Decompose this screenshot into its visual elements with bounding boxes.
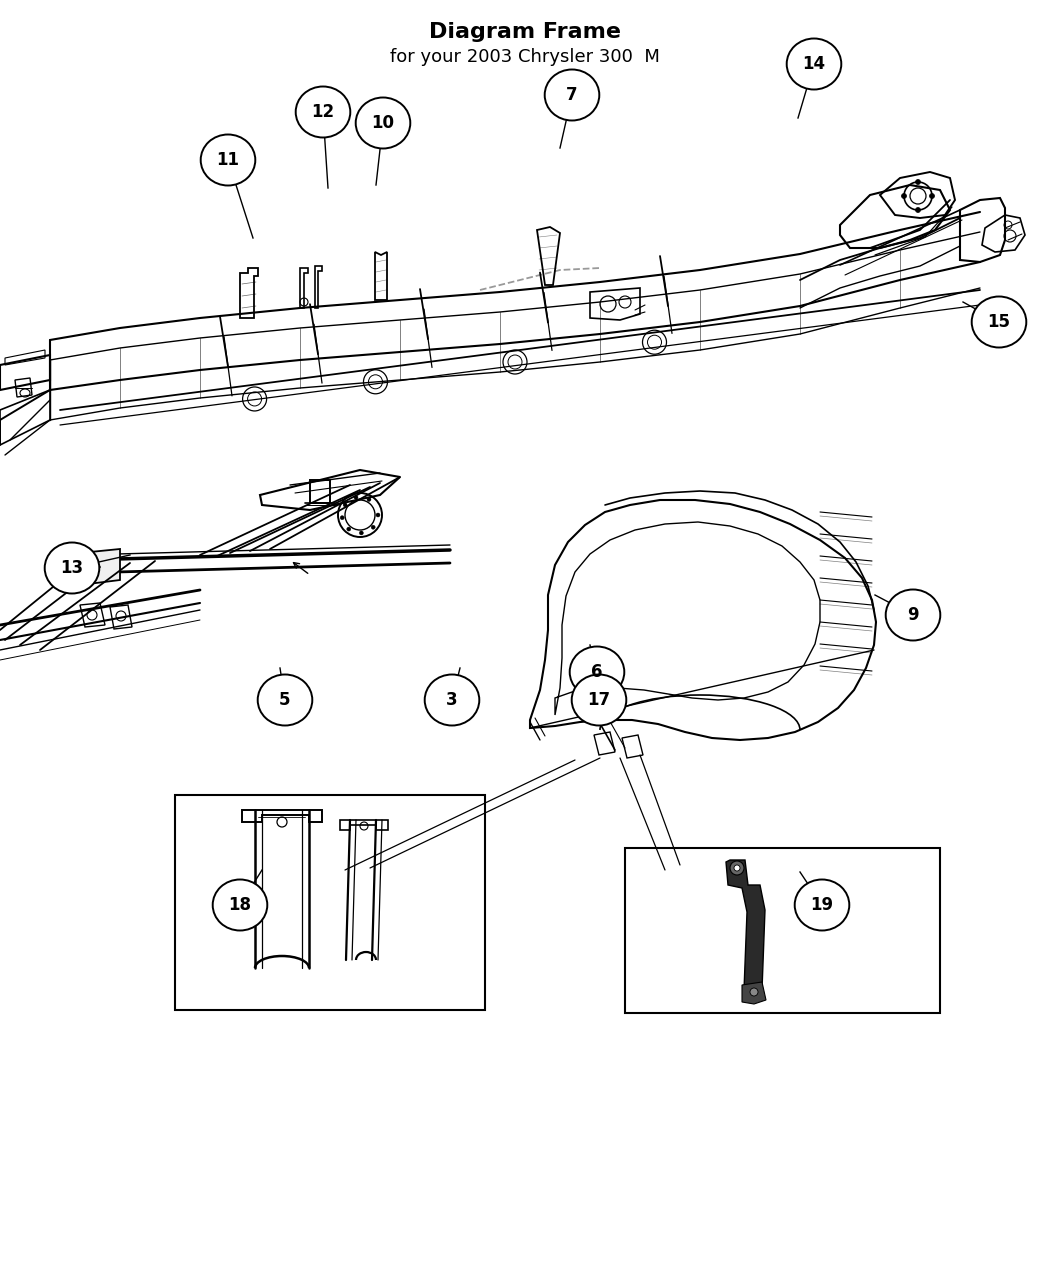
- Circle shape: [916, 180, 921, 185]
- Circle shape: [929, 194, 934, 199]
- Circle shape: [372, 525, 375, 529]
- Circle shape: [368, 497, 371, 501]
- Text: 19: 19: [811, 896, 834, 914]
- Text: 5: 5: [279, 691, 291, 709]
- Circle shape: [902, 194, 906, 199]
- Circle shape: [346, 527, 351, 532]
- Text: 12: 12: [312, 103, 335, 121]
- Circle shape: [343, 502, 348, 507]
- Text: 9: 9: [907, 606, 919, 623]
- Polygon shape: [80, 550, 120, 585]
- Text: 6: 6: [591, 663, 603, 681]
- Text: 10: 10: [372, 113, 395, 133]
- Text: 15: 15: [987, 312, 1010, 332]
- Polygon shape: [726, 861, 765, 992]
- Ellipse shape: [570, 646, 625, 697]
- Ellipse shape: [201, 134, 255, 185]
- Circle shape: [750, 988, 758, 996]
- Polygon shape: [742, 982, 766, 1003]
- Ellipse shape: [424, 674, 479, 725]
- Text: 13: 13: [61, 558, 84, 578]
- Ellipse shape: [971, 297, 1026, 348]
- Text: for your 2003 Chrysler 300  M: for your 2003 Chrysler 300 M: [390, 48, 660, 66]
- Ellipse shape: [545, 70, 600, 121]
- Ellipse shape: [356, 97, 411, 148]
- Ellipse shape: [786, 38, 841, 89]
- Text: 17: 17: [587, 691, 610, 709]
- Text: 7: 7: [566, 85, 578, 105]
- Ellipse shape: [213, 880, 268, 931]
- Text: 14: 14: [802, 55, 825, 73]
- Circle shape: [734, 864, 740, 871]
- Ellipse shape: [296, 87, 351, 138]
- Ellipse shape: [795, 880, 849, 931]
- Circle shape: [359, 530, 363, 536]
- Ellipse shape: [257, 674, 312, 725]
- Circle shape: [376, 513, 380, 516]
- Ellipse shape: [886, 589, 941, 640]
- Ellipse shape: [571, 674, 626, 725]
- Circle shape: [730, 861, 744, 875]
- Text: 3: 3: [446, 691, 458, 709]
- Ellipse shape: [45, 542, 100, 593]
- Text: Diagram Frame: Diagram Frame: [429, 22, 621, 42]
- Text: 18: 18: [229, 896, 252, 914]
- Circle shape: [354, 496, 358, 500]
- Text: 11: 11: [216, 150, 239, 170]
- Circle shape: [340, 515, 344, 520]
- Circle shape: [916, 208, 921, 213]
